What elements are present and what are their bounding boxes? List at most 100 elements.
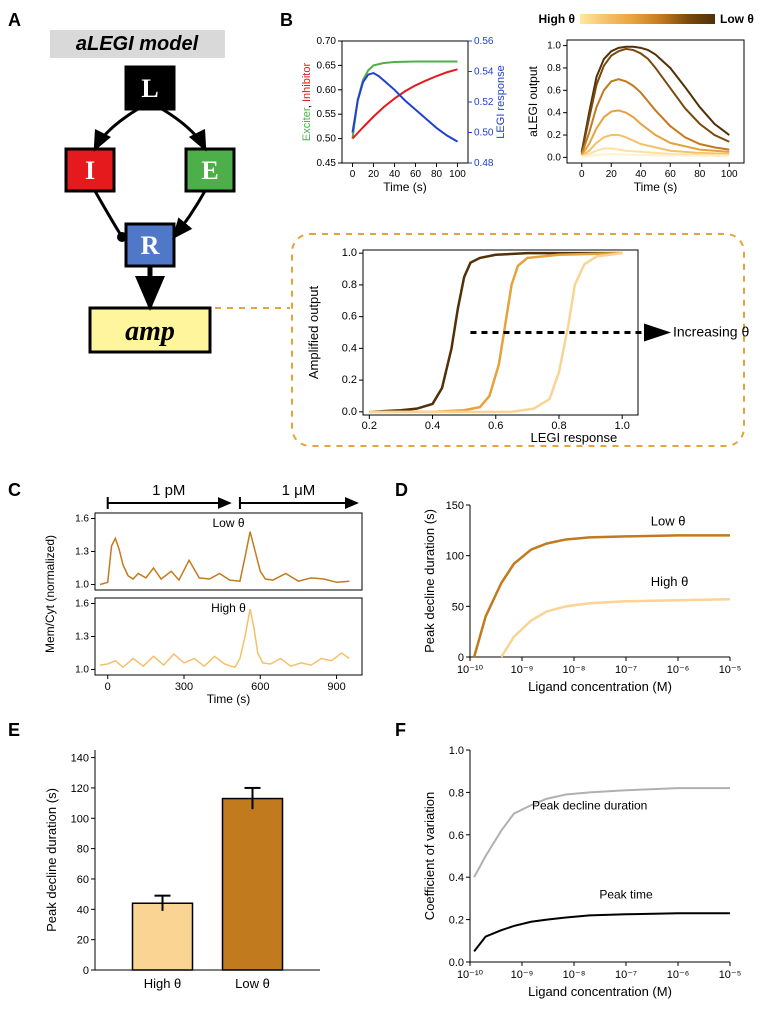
svg-text:10⁻¹⁰: 10⁻¹⁰ [457,664,484,676]
svg-text:150: 150 [446,500,464,512]
panel-b-right-chart: High θLow θ0204060801000.00.20.40.60.81.… [525,10,750,195]
panel-f-chart: 10⁻¹⁰10⁻⁹10⁻⁸10⁻⁷10⁻⁶10⁻⁵0.00.20.40.60.8… [420,740,740,1000]
svg-text:0.8: 0.8 [342,279,357,291]
svg-text:Low θ: Low θ [235,976,270,991]
svg-text:100: 100 [721,169,738,180]
svg-text:10⁻¹⁰: 10⁻¹⁰ [457,969,484,981]
svg-text:0.4: 0.4 [547,108,561,119]
svg-text:140: 140 [71,753,89,765]
svg-text:20: 20 [606,169,618,180]
svg-text:Peak decline duration (s): Peak decline duration (s) [44,788,59,932]
panel-b-inset: 0.20.40.60.81.00.00.20.40.60.81.0Increas… [288,230,748,450]
svg-text:100: 100 [449,169,466,180]
svg-text:300: 300 [175,681,193,693]
svg-text:0: 0 [350,169,356,180]
svg-text:50: 50 [452,601,464,613]
svg-text:1 μM: 1 μM [282,482,316,499]
svg-text:60: 60 [410,169,422,180]
svg-text:Time (s): Time (s) [383,180,427,194]
svg-text:0.48: 0.48 [474,158,494,169]
svg-text:10⁻⁶: 10⁻⁶ [667,969,690,981]
svg-text:0.4: 0.4 [425,420,440,432]
svg-text:20: 20 [77,935,89,947]
svg-text:High θ: High θ [539,12,575,26]
svg-text:100: 100 [71,813,89,825]
svg-text:40: 40 [77,904,89,916]
svg-text:0.60: 0.60 [317,85,337,96]
svg-text:100: 100 [446,551,464,563]
svg-text:Time (s): Time (s) [634,180,678,194]
svg-text:0.2: 0.2 [362,420,377,432]
svg-text:Peak time: Peak time [599,887,653,901]
svg-text:10⁻⁵: 10⁻⁵ [719,664,742,676]
svg-text:10⁻⁶: 10⁻⁶ [667,664,690,676]
svg-text:80: 80 [694,169,706,180]
svg-text:10⁻⁸: 10⁻⁸ [563,969,586,981]
svg-text:aLEGI output: aLEGI output [526,65,540,136]
svg-text:10⁻⁵: 10⁻⁵ [719,969,742,981]
svg-text:0.2: 0.2 [547,130,561,141]
svg-text:Low θ: Low θ [651,513,686,528]
svg-text:1.6: 1.6 [75,514,89,525]
svg-text:80: 80 [431,169,443,180]
svg-text:0.56: 0.56 [474,36,494,47]
svg-text:Low θ: Low θ [212,516,244,530]
svg-text:0.8: 0.8 [547,63,561,74]
svg-text:0.54: 0.54 [474,67,494,78]
svg-text:120: 120 [71,783,89,795]
svg-text:LEGI response: LEGI response [495,65,507,138]
panel-label-f: F [395,720,406,741]
svg-text:Coefficient of variation: Coefficient of variation [422,792,437,920]
svg-text:40: 40 [635,169,647,180]
panel-b-left-chart: 0 20 40 60 80 100 0.45 0.50 0.55 0.60 0.65 0.70 0.48… [300,35,510,195]
svg-text:Ligand concentration (M): Ligand concentration (M) [528,679,672,694]
svg-text:10⁻⁹: 10⁻⁹ [511,969,534,981]
svg-text:0.8: 0.8 [449,787,464,799]
svg-text:0.65: 0.65 [317,60,337,71]
svg-text:0.50: 0.50 [474,128,494,139]
svg-text:60: 60 [665,169,677,180]
svg-text:0.55: 0.55 [317,109,337,120]
svg-text:amp: amp [125,316,175,347]
svg-text:600: 600 [251,681,269,693]
svg-text:High θ: High θ [144,976,182,991]
svg-text:Time (s): Time (s) [207,692,251,706]
svg-text:40: 40 [389,169,401,180]
svg-text:Ligand concentration (M): Ligand concentration (M) [528,984,672,999]
svg-text:10⁻⁷: 10⁻⁷ [615,969,637,981]
svg-text:1.6: 1.6 [75,599,89,610]
svg-text:Amplified output: Amplified output [306,286,321,380]
svg-text:0.6: 0.6 [488,420,503,432]
svg-text:10⁻⁹: 10⁻⁹ [511,664,534,676]
svg-text:0.6: 0.6 [547,85,561,96]
panel-d-chart: 10⁻¹⁰10⁻⁹10⁻⁸10⁻⁷10⁻⁶10⁻⁵050100150Low θH… [420,495,740,695]
svg-text:0.0: 0.0 [547,152,561,163]
svg-text:0.52: 0.52 [474,97,494,108]
svg-text:0.6: 0.6 [342,311,357,323]
svg-text:0.70: 0.70 [317,36,337,47]
svg-text:1.0: 1.0 [75,580,89,591]
panel-label-a: A [8,10,21,31]
panel-label-b: B [280,10,293,31]
svg-text:20: 20 [368,169,380,180]
svg-text:Exciter, Inhibitor: Exciter, Inhibitor [301,63,313,142]
svg-text:E: E [201,156,218,185]
svg-text:0.4: 0.4 [342,342,357,354]
svg-text:I: I [85,156,95,185]
svg-text:1.0: 1.0 [547,41,561,52]
svg-text:High θ: High θ [651,574,689,589]
svg-text:LEGI response: LEGI response [531,430,618,445]
svg-text:900: 900 [327,681,345,693]
svg-text:High θ: High θ [211,601,246,615]
svg-text:1.3: 1.3 [75,547,89,558]
svg-text:Peak decline duration (s): Peak decline duration (s) [422,509,437,653]
svg-text:Mem/Cyt (normalized): Mem/Cyt (normalized) [43,535,57,653]
panel-e-chart: 020406080100120140High θLow θPeak declin… [40,740,330,1000]
svg-text:1.0: 1.0 [75,665,89,676]
svg-text:0.45: 0.45 [317,158,337,169]
svg-text:0.0: 0.0 [342,406,357,418]
svg-text:Peak decline duration: Peak decline duration [532,798,647,812]
svg-text:0.4: 0.4 [449,872,464,884]
panel-c-chart: 1 pM1 μM1.01.31.6Low θ1.01.31.6High θ030… [40,485,370,705]
svg-text:1 pM: 1 pM [152,482,185,499]
